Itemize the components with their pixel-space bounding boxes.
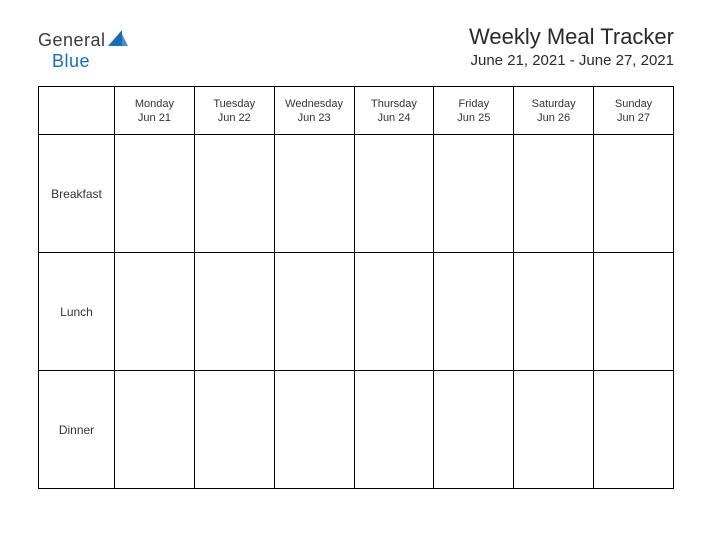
day-date: Jun 23 <box>275 112 354 124</box>
meal-cell[interactable] <box>594 253 674 371</box>
table-row: Lunch <box>39 253 674 371</box>
day-date: Jun 27 <box>594 112 673 124</box>
meal-cell[interactable] <box>514 253 594 371</box>
meal-cell[interactable] <box>514 135 594 253</box>
meal-cell[interactable] <box>274 135 354 253</box>
table-row: Breakfast <box>39 135 674 253</box>
day-date: Jun 26 <box>514 112 593 124</box>
page-title: Weekly Meal Tracker <box>469 24 674 50</box>
meal-cell[interactable] <box>274 371 354 489</box>
meal-cell[interactable] <box>194 135 274 253</box>
logo-blue-text: Blue <box>52 51 90 71</box>
meal-cell[interactable] <box>354 253 434 371</box>
corner-cell <box>39 87 115 135</box>
day-header: Wednesday Jun 23 <box>274 87 354 135</box>
logo: General Blue <box>38 30 128 72</box>
meal-cell[interactable] <box>274 253 354 371</box>
meal-label: Lunch <box>39 253 115 371</box>
day-name: Thursday <box>355 98 434 110</box>
date-range: June 21, 2021 - June 27, 2021 <box>469 52 674 69</box>
logo-general-text: General <box>38 30 106 50</box>
day-name: Saturday <box>514 98 593 110</box>
meal-cell[interactable] <box>115 253 195 371</box>
meal-cell[interactable] <box>594 371 674 489</box>
day-date: Jun 21 <box>115 112 194 124</box>
day-name: Friday <box>434 98 513 110</box>
meal-cell[interactable] <box>194 371 274 489</box>
day-name: Wednesday <box>275 98 354 110</box>
day-header: Monday Jun 21 <box>115 87 195 135</box>
day-name: Tuesday <box>195 98 274 110</box>
page-header: General Blue Weekly Meal Tracker June 21… <box>38 24 674 72</box>
meal-tracker-table: Monday Jun 21 Tuesday Jun 22 Wednesday J… <box>38 86 674 489</box>
meal-cell[interactable] <box>434 135 514 253</box>
day-header: Sunday Jun 27 <box>594 87 674 135</box>
meal-cell[interactable] <box>354 371 434 489</box>
table-header-row: Monday Jun 21 Tuesday Jun 22 Wednesday J… <box>39 87 674 135</box>
day-header: Tuesday Jun 22 <box>194 87 274 135</box>
meal-label: Breakfast <box>39 135 115 253</box>
meal-cell[interactable] <box>354 135 434 253</box>
day-date: Jun 25 <box>434 112 513 124</box>
day-date: Jun 22 <box>195 112 274 124</box>
meal-cell[interactable] <box>594 135 674 253</box>
day-header: Friday Jun 25 <box>434 87 514 135</box>
meal-cell[interactable] <box>194 253 274 371</box>
meal-cell[interactable] <box>434 253 514 371</box>
day-name: Monday <box>115 98 194 110</box>
title-block: Weekly Meal Tracker June 21, 2021 - June… <box>469 24 674 69</box>
day-date: Jun 24 <box>355 112 434 124</box>
day-header: Thursday Jun 24 <box>354 87 434 135</box>
meal-cell[interactable] <box>434 371 514 489</box>
meal-cell[interactable] <box>115 135 195 253</box>
logo-sail-icon <box>108 30 128 51</box>
meal-label: Dinner <box>39 371 115 489</box>
meal-cell[interactable] <box>115 371 195 489</box>
table-row: Dinner <box>39 371 674 489</box>
day-header: Saturday Jun 26 <box>514 87 594 135</box>
meal-cell[interactable] <box>514 371 594 489</box>
day-name: Sunday <box>594 98 673 110</box>
